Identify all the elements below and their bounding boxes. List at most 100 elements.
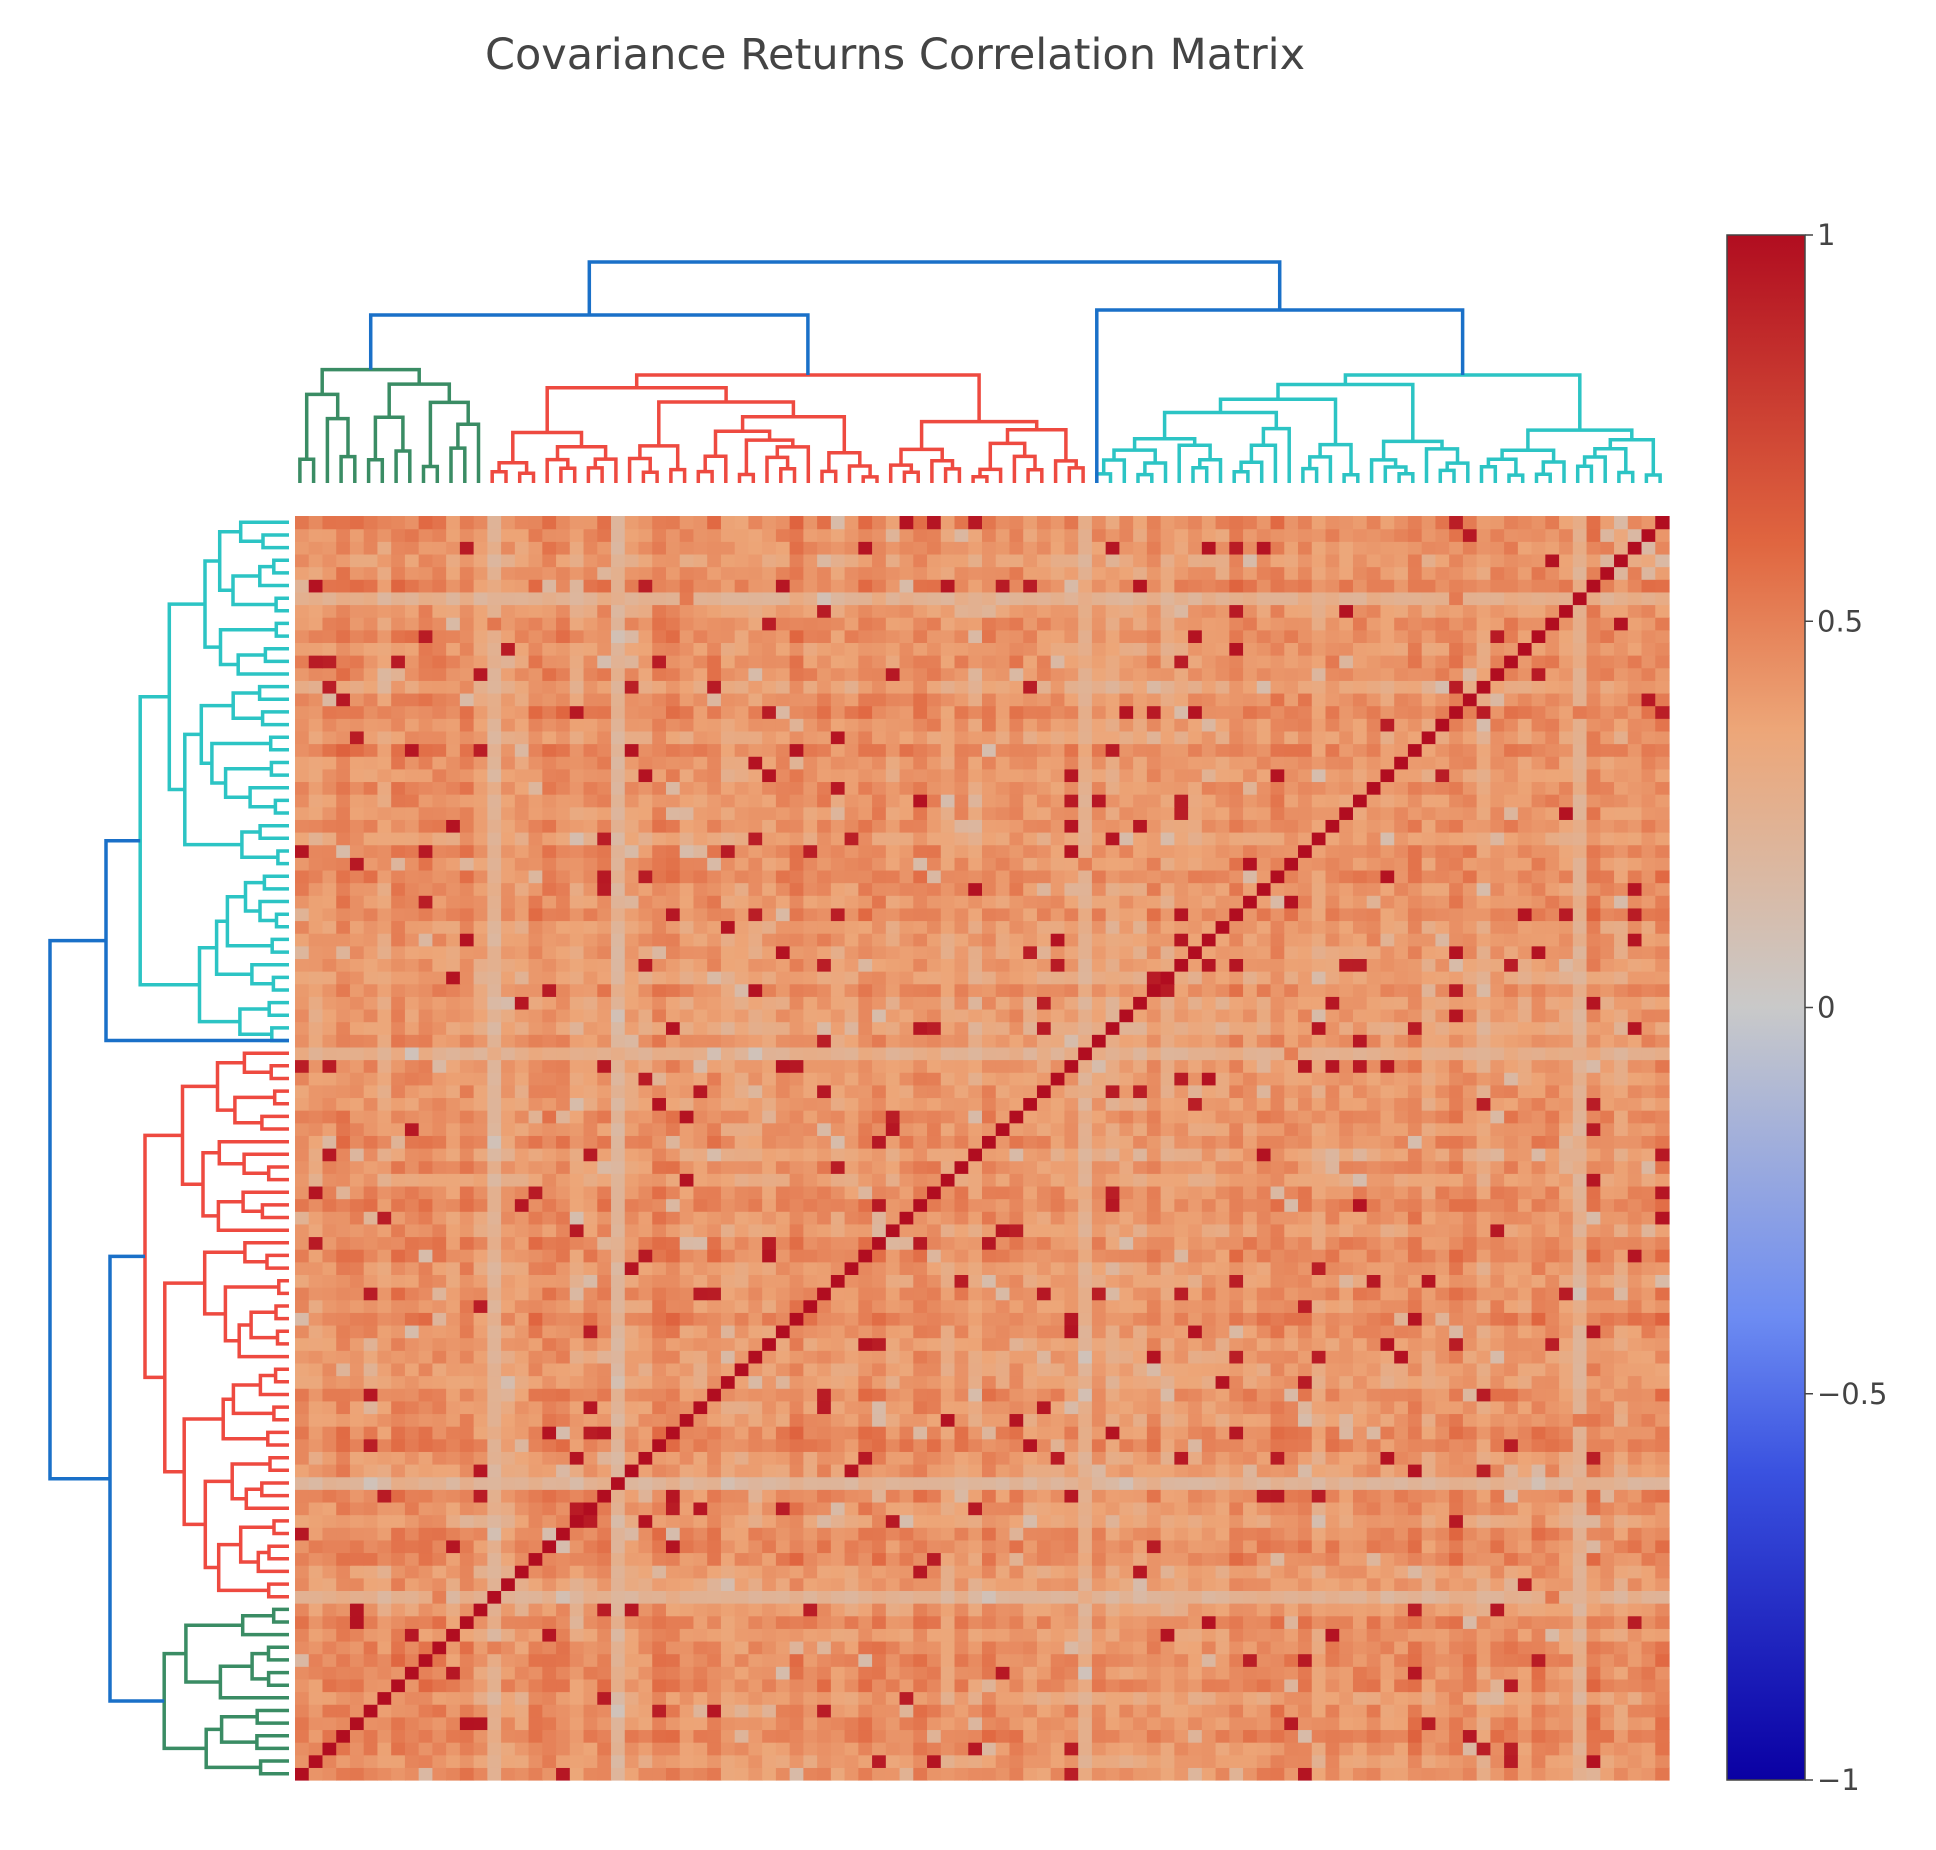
heatmap-cell: [487, 1501, 502, 1516]
heatmap-cell: [1517, 1704, 1533, 1718]
heatmap-cell: [995, 1666, 1011, 1680]
heatmap-cell: [968, 1249, 983, 1263]
heatmap-cell: [1517, 1527, 1533, 1541]
heatmap-cell: [1531, 1640, 1546, 1655]
heatmap-cell: [1298, 1539, 1313, 1554]
heatmap-cell: [1201, 1426, 1217, 1440]
heatmap-cell: [1160, 1527, 1175, 1541]
heatmap-cell: [720, 1400, 736, 1415]
heatmap-cell: [1050, 1539, 1066, 1554]
heatmap-cell: [597, 1350, 612, 1364]
top-dendrogram-link: [1162, 410, 1279, 439]
heatmap-cell: [817, 1324, 832, 1339]
heatmap-cell: [775, 1716, 791, 1731]
heatmap-cell: [1009, 1767, 1024, 1781]
heatmap-cell: [501, 1312, 516, 1326]
heatmap-cell: [446, 1577, 461, 1591]
heatmap-cell: [1188, 1476, 1203, 1490]
heatmap-cell: [1188, 1527, 1203, 1541]
heatmap-cell: [1188, 1324, 1203, 1339]
heatmap-cell: [1009, 1362, 1024, 1377]
heatmap-cell: [1462, 1375, 1478, 1389]
heatmap-cell: [473, 1590, 488, 1604]
heatmap-cell: [1119, 1362, 1134, 1377]
heatmap-cell: [322, 1426, 337, 1440]
heatmap-cell: [1600, 1539, 1615, 1554]
heatmap-cell: [459, 1451, 475, 1465]
heatmap-cell: [1435, 1337, 1450, 1351]
heatmap-cell: [1078, 1438, 1093, 1452]
heatmap-cell: [899, 1767, 914, 1781]
heatmap-cell: [1078, 1552, 1093, 1566]
heatmap-cell: [322, 1539, 337, 1554]
heatmap-cell: [1490, 1514, 1505, 1528]
heatmap-cell: [789, 1742, 804, 1756]
heatmap-cell: [336, 1198, 351, 1212]
heatmap-cells[interactable]: [295, 516, 1670, 1781]
heatmap-cell: [556, 1640, 571, 1655]
heatmap-cell: [1572, 1640, 1588, 1655]
heatmap-cell: [1655, 1653, 1670, 1667]
heatmap-cell: [1462, 1211, 1478, 1225]
heatmap-cell: [308, 1539, 324, 1554]
heatmap-cell: [1023, 1185, 1038, 1200]
heatmap-cell: [1476, 1261, 1491, 1275]
heatmap-cell: [1325, 1577, 1340, 1591]
heatmap-cell: [1586, 1274, 1601, 1288]
heatmap-cell: [1655, 1261, 1670, 1275]
heatmap-cell: [528, 1400, 543, 1415]
heatmap-cell: [1600, 1438, 1615, 1452]
heatmap-cell: [1572, 1577, 1588, 1591]
heatmap-cell: [1146, 1173, 1162, 1187]
heatmap-cell: [982, 1362, 997, 1377]
heatmap-cell: [1531, 1729, 1546, 1743]
heatmap-cell: [1050, 1211, 1066, 1225]
heatmap-cell: [652, 1287, 667, 1301]
heatmap-cell: [803, 1754, 818, 1768]
heatmap-cell: [295, 1729, 310, 1743]
heatmap-cell: [528, 1337, 543, 1351]
heatmap-cell: [899, 1451, 914, 1465]
heatmap-cell: [734, 1198, 750, 1212]
heatmap-cell: [734, 1666, 750, 1680]
heatmap-cell: [1160, 1716, 1175, 1731]
heatmap-cell: [1407, 1666, 1423, 1680]
heatmap-cell: [1091, 1236, 1107, 1250]
heatmap-cell: [404, 1223, 420, 1238]
heatmap-cell: [885, 1223, 901, 1238]
heatmap-cell: [707, 1299, 722, 1313]
heatmap-cell: [968, 1565, 983, 1579]
top-dendrogram-link: [930, 458, 955, 483]
left-dendrogram-link: [262, 874, 289, 891]
heatmap-cell: [1572, 1615, 1588, 1629]
heatmap-cell: [817, 1653, 832, 1667]
heatmap-cell: [1174, 1185, 1189, 1200]
heatmap-cell: [1311, 1211, 1327, 1225]
heatmap-cell: [1462, 1451, 1478, 1465]
heatmap-cell: [556, 1729, 571, 1743]
heatmap-cell: [899, 1501, 914, 1516]
heatmap-cell: [556, 1451, 571, 1465]
heatmap-cell: [569, 1274, 585, 1288]
left-dendrogram-link: [272, 1089, 289, 1106]
heatmap-cell: [556, 1185, 571, 1200]
heatmap-cell: [1490, 1590, 1505, 1604]
heatmap-cell: [693, 1640, 708, 1655]
heatmap-cell: [473, 1223, 488, 1238]
heatmap-cell: [1614, 1603, 1629, 1617]
heatmap-cell: [391, 1729, 406, 1743]
heatmap-cell: [748, 1337, 763, 1351]
heatmap-cell: [927, 1413, 942, 1427]
heatmap-cell: [1270, 1552, 1285, 1566]
heatmap-cell: [954, 1666, 969, 1680]
heatmap-cell: [734, 1590, 750, 1604]
heatmap-cell: [995, 1375, 1011, 1389]
heatmap-cell: [803, 1312, 818, 1326]
heatmap-cell: [638, 1678, 653, 1693]
heatmap-cell: [473, 1704, 488, 1718]
heatmap-cell: [1174, 1666, 1189, 1680]
heatmap-cell: [501, 1236, 516, 1250]
heatmap-cell: [720, 1337, 736, 1351]
heatmap-cell: [1449, 1527, 1464, 1541]
heatmap-cell: [693, 1223, 708, 1238]
